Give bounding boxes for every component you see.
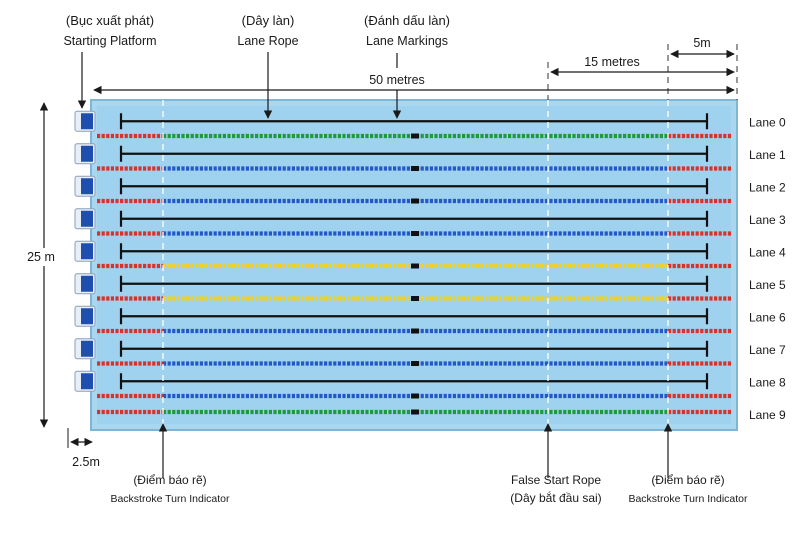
rope-label-en: Lane Rope	[237, 34, 298, 48]
center-marker	[411, 133, 419, 139]
lane-labels: Lane 0 Lane 1 Lane 2 Lane 3 Lane 4 Lane 5 Lane…	[749, 115, 786, 422]
lane-label: Lane 5	[749, 278, 786, 292]
lane-marking	[119, 308, 709, 325]
platform-top	[81, 340, 93, 357]
lane-label: Lane 4	[749, 245, 786, 259]
platform-label-vi: (Bục xuất phát)	[66, 13, 154, 28]
platform-top	[81, 113, 93, 130]
lane-label: Lane 8	[749, 375, 786, 389]
rope-label-vi: (Dây làn)	[242, 13, 295, 28]
starting-platforms	[74, 110, 96, 392]
center-marker	[411, 393, 419, 399]
backstroke-distance-label: 5m	[693, 36, 710, 50]
platform-top	[81, 373, 93, 390]
platform-label-en: Starting Platform	[63, 34, 156, 48]
backstroke-left-label-vi: (Điểm báo rẽ)	[133, 473, 206, 487]
markings-label-vi: (Đánh dấu làn)	[364, 13, 450, 28]
markings-label-en: Lane Markings	[366, 34, 448, 48]
false-start-label-vi: (Dây bắt đầu sai)	[510, 490, 601, 505]
lane-marking	[119, 275, 709, 292]
lane-marking	[119, 145, 709, 162]
starting-platform	[74, 175, 96, 197]
platform-top	[81, 308, 93, 325]
width-label-bg	[24, 248, 58, 266]
lane-marking	[119, 210, 709, 227]
lane-label: Lane 6	[749, 310, 786, 324]
lane-label: Lane 0	[749, 115, 786, 129]
starting-platform	[74, 208, 96, 230]
platform-top	[81, 210, 93, 227]
starting-platform	[74, 273, 96, 295]
starting-platform	[74, 240, 96, 262]
starting-platform	[74, 370, 96, 392]
platform-top	[81, 145, 93, 162]
center-marker	[411, 361, 419, 366]
guide-lines	[162, 100, 669, 430]
center-marker	[411, 198, 419, 204]
lane-label: Lane 9	[749, 408, 786, 422]
backstroke-left-label-en: Backstroke Turn Indicator	[110, 493, 230, 505]
false-start-label-en: False Start Rope	[511, 473, 601, 487]
lane-label: Lane 2	[749, 180, 786, 194]
starting-platform	[74, 305, 96, 327]
center-marker	[411, 263, 419, 269]
platform-top	[81, 243, 93, 260]
backstroke-right-label-en: Backstroke Turn Indicator	[628, 493, 748, 505]
lane-marking	[119, 243, 709, 260]
lane-marking	[119, 178, 709, 195]
center-marker	[411, 328, 419, 334]
platform-top	[81, 178, 93, 195]
backstroke-right-label-vi: (Điểm báo rẽ)	[651, 473, 724, 487]
starting-platform	[74, 110, 96, 132]
lane-label: Lane 1	[749, 148, 786, 162]
center-marker	[411, 166, 419, 171]
false-start-distance-label: 15 metres	[584, 55, 640, 69]
lane-marking	[119, 373, 709, 390]
starting-platform	[74, 143, 96, 165]
lane-ropes	[97, 133, 731, 415]
lane-marking	[119, 113, 709, 130]
lane-label: Lane 7	[749, 343, 786, 357]
lane-marking	[119, 340, 709, 357]
lane-label: Lane 3	[749, 213, 786, 227]
starting-platform	[74, 338, 96, 360]
center-marker	[411, 296, 419, 301]
length-label: 50 metres	[369, 73, 425, 87]
width-label: 25 m	[27, 250, 55, 264]
center-marker	[411, 409, 419, 415]
platform-top	[81, 275, 93, 292]
lane-markings	[119, 113, 709, 390]
platform-offset-label: 2.5m	[72, 455, 100, 469]
center-marker	[411, 231, 419, 236]
